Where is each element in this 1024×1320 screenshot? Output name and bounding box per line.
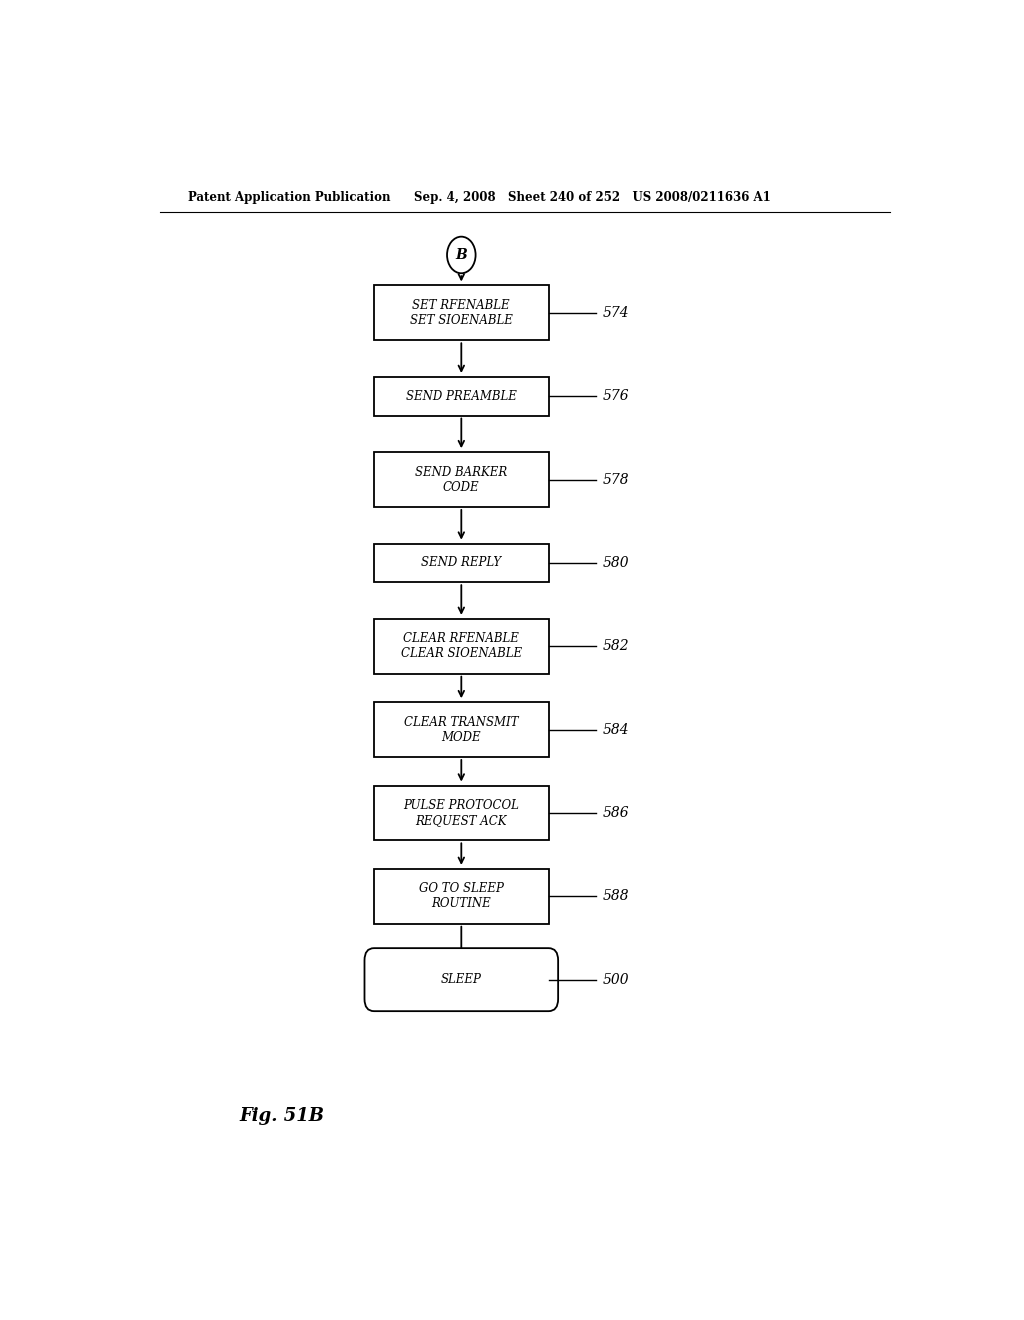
FancyBboxPatch shape xyxy=(374,869,549,924)
FancyBboxPatch shape xyxy=(374,378,549,416)
Text: 588: 588 xyxy=(602,890,629,903)
Text: CLEAR TRANSMIT
MODE: CLEAR TRANSMIT MODE xyxy=(404,715,518,743)
Text: SET RFENABLE
SET SIOENABLE: SET RFENABLE SET SIOENABLE xyxy=(410,298,513,327)
FancyBboxPatch shape xyxy=(374,619,549,673)
Text: 580: 580 xyxy=(602,556,629,570)
Text: CLEAR RFENABLE
CLEAR SIOENABLE: CLEAR RFENABLE CLEAR SIOENABLE xyxy=(400,632,522,660)
Text: 578: 578 xyxy=(602,473,629,487)
Text: SEND PREAMBLE: SEND PREAMBLE xyxy=(406,389,517,403)
Text: 576: 576 xyxy=(602,389,629,403)
Text: SEND REPLY: SEND REPLY xyxy=(421,557,502,569)
Text: 500: 500 xyxy=(602,973,629,986)
Text: SLEEP: SLEEP xyxy=(441,973,481,986)
Text: Patent Application Publication: Patent Application Publication xyxy=(187,190,390,203)
FancyBboxPatch shape xyxy=(374,544,549,582)
FancyBboxPatch shape xyxy=(374,285,549,341)
Text: Fig. 51B: Fig. 51B xyxy=(240,1107,325,1125)
Text: B: B xyxy=(456,248,467,261)
Text: GO TO SLEEP
ROUTINE: GO TO SLEEP ROUTINE xyxy=(419,882,504,911)
Text: 586: 586 xyxy=(602,807,629,820)
FancyBboxPatch shape xyxy=(374,702,549,758)
Text: Sep. 4, 2008   Sheet 240 of 252   US 2008/0211636 A1: Sep. 4, 2008 Sheet 240 of 252 US 2008/02… xyxy=(414,190,770,203)
Text: 584: 584 xyxy=(602,722,629,737)
Text: SEND BARKER
CODE: SEND BARKER CODE xyxy=(415,466,508,494)
FancyBboxPatch shape xyxy=(374,785,549,841)
Text: PULSE PROTOCOL
REQUEST ACK: PULSE PROTOCOL REQUEST ACK xyxy=(403,799,519,826)
Text: 582: 582 xyxy=(602,639,629,653)
Text: 574: 574 xyxy=(602,306,629,319)
FancyBboxPatch shape xyxy=(365,948,558,1011)
FancyBboxPatch shape xyxy=(374,453,549,507)
